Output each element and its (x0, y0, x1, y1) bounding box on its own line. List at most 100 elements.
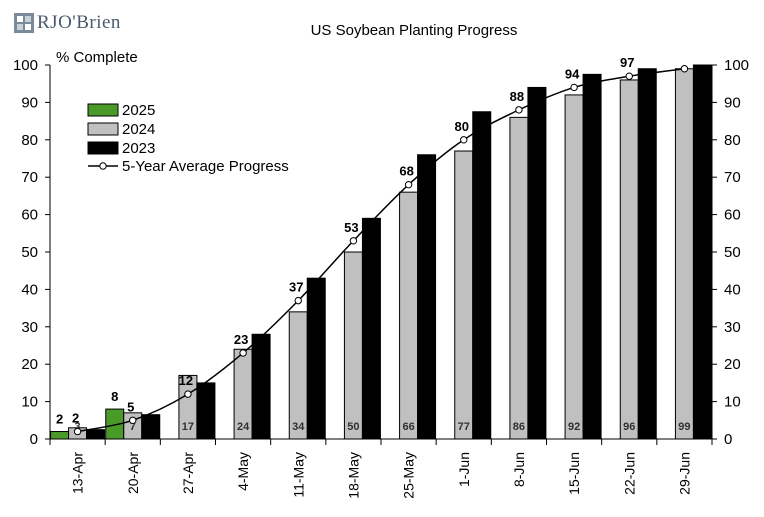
average-label: 94 (565, 66, 580, 81)
bar-labels-group: 3 7 17 24 34 50 66 77 86 92 96 99 2 8 (56, 389, 691, 433)
y-axis-ticks-left: 0 10 20 30 40 50 60 70 80 90 100 (13, 57, 50, 448)
company-logo: RJO'Brien (14, 12, 121, 34)
average-point (239, 349, 247, 357)
legend-label-2025: 2025 (122, 102, 155, 119)
bar-2023-8-Jun (527, 86, 547, 440)
y-tick-label-right: 40 (724, 281, 741, 298)
y-tick-label-left: 70 (21, 169, 38, 186)
legend-marker-average (99, 162, 107, 170)
x-axis-ticks: 13-Apr 20-Apr 27-Apr 4-May 11-May 18-May 25-Ma… (49, 439, 713, 499)
bar-2023-25-May (417, 154, 437, 440)
y-tick-label-right: 50 (724, 244, 741, 261)
y-tick-label-right: 70 (724, 169, 741, 186)
bar-label-2024: 96 (623, 421, 635, 433)
average-point (73, 427, 82, 436)
bar-label-2024: 24 (237, 421, 250, 433)
bar-2023-20-Apr (141, 414, 161, 440)
y-axis-ticks-right: 0 10 20 30 40 50 60 70 80 90 100 (712, 57, 749, 448)
y-tick-label-right: 60 (724, 207, 741, 224)
average-point (184, 390, 192, 398)
bar-label-2024: 50 (347, 421, 359, 433)
y-tick-label-right: 90 (724, 94, 741, 111)
bar-2024-22-Jun (619, 79, 639, 440)
bar-2023-4-May (251, 333, 271, 440)
y-tick-label-left: 10 (21, 394, 38, 411)
x-tick-label: 1-Jun (456, 452, 472, 487)
bar-label-2025: 2 (56, 412, 63, 427)
average-label: 53 (344, 220, 358, 235)
legend-label-2024: 2024 (122, 121, 155, 138)
y-tick-label-right: 100 (724, 57, 749, 74)
bar-label-2024: 92 (568, 421, 580, 433)
bar-2023-1-Jun (472, 111, 492, 440)
bar-label-2024: 34 (292, 421, 305, 433)
average-point (294, 296, 302, 305)
legend-swatch-2023 (87, 141, 119, 155)
bar-label-2024: 77 (458, 421, 470, 433)
bar-label-2024: 99 (678, 421, 690, 433)
average-label: 5 (127, 399, 134, 414)
y-tick-label-left: 20 (21, 356, 38, 373)
x-tick-label: 29-Jun (676, 452, 692, 495)
average-label: 68 (399, 164, 413, 179)
average-label: 23 (234, 332, 248, 347)
bar-2024-18-May (343, 251, 363, 440)
average-label: 12 (179, 373, 193, 388)
average-point (460, 136, 468, 144)
bar-2024-29-Jun (674, 68, 694, 440)
average-label: 2 (72, 411, 79, 426)
average-label: 88 (510, 89, 524, 104)
average-label: 37 (289, 280, 303, 295)
legend-swatch-2024 (87, 122, 119, 136)
x-tick-label: 8-Jun (511, 452, 527, 487)
x-tick-label: 25-May (401, 452, 417, 499)
average-point (404, 180, 413, 189)
bar-label-2025: 8 (111, 389, 118, 404)
y-tick-label-left: 90 (21, 94, 38, 111)
average-point (570, 83, 578, 92)
bar-2023-22-Jun (637, 68, 657, 440)
bar-2023-11-May (306, 277, 326, 440)
x-tick-label: 22-Jun (621, 452, 637, 495)
bar-2024-11-May (288, 311, 308, 440)
bar-label-2024: 7 (130, 421, 136, 433)
y-axis-label: % Complete (56, 49, 138, 66)
bar-2025-13-Apr (50, 431, 70, 440)
bar-2024-8-Jun (509, 116, 529, 440)
average-point (680, 65, 689, 73)
bar-2024-1-Jun (454, 150, 474, 440)
bar-label-2024: 3 (75, 421, 81, 433)
average-label: 80 (455, 119, 469, 134)
logo-mark-icon (14, 13, 34, 33)
bars-group (50, 64, 712, 440)
y-tick-label-left: 60 (21, 207, 38, 224)
x-tick-label: 27-Apr (180, 452, 196, 494)
y-tick-label-left: 0 (30, 431, 38, 448)
bar-label-2024: 17 (182, 421, 194, 433)
bar-2023-29-Jun (692, 64, 712, 440)
bar-2023-13-Apr (86, 429, 106, 440)
x-tick-label: 11-May (290, 452, 306, 498)
y-tick-label-left: 100 (13, 57, 38, 74)
y-tick-label-left: 40 (21, 281, 38, 298)
average-point (515, 106, 523, 114)
legend-label-2023: 2023 (122, 140, 155, 157)
x-tick-label: 15-Jun (566, 452, 582, 495)
logo-text: RJO'Brien (37, 12, 121, 33)
y-tick-label-right: 30 (724, 319, 741, 336)
bar-2024-15-Jun (564, 94, 584, 440)
bar-label-2024: 66 (402, 421, 414, 433)
legend-swatch-2025 (87, 103, 119, 117)
bar-2023-27-Apr (196, 382, 216, 440)
x-tick-label: 4-May (235, 452, 251, 491)
y-tick-label-left: 50 (21, 244, 38, 261)
y-tick-label-right: 10 (724, 394, 741, 411)
average-point (349, 237, 358, 245)
legend-label-average: 5-Year Average Progress (122, 158, 289, 175)
bar-2024-25-May (399, 191, 419, 440)
y-tick-label-left: 80 (21, 132, 38, 149)
y-tick-label-right: 80 (724, 132, 741, 149)
